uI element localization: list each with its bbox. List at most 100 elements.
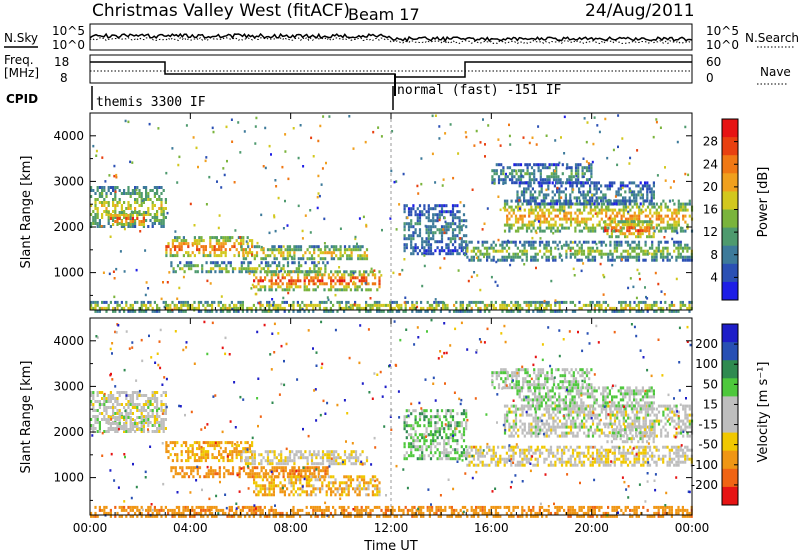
echo-cell (348, 257, 351, 261)
echo-cell (391, 309, 394, 313)
echo-cell (418, 216, 422, 220)
echo-cell (664, 246, 667, 250)
echo-cell (530, 166, 534, 170)
echo-cell (255, 309, 258, 313)
echo-cell (283, 484, 286, 488)
echo-cell (429, 249, 433, 253)
echo-cell (156, 309, 159, 313)
echo-cell (147, 511, 150, 515)
echo-cell (378, 282, 381, 286)
echo-cell (204, 508, 207, 512)
echo-cell (534, 258, 537, 262)
echo-cell (332, 459, 336, 463)
echo-cell (541, 202, 544, 206)
echo-cell (596, 246, 599, 250)
echo-cell (642, 249, 645, 253)
echo-cell (308, 450, 311, 454)
echo-cell (637, 193, 640, 197)
echo-cell (123, 189, 126, 192)
echo-cell (545, 208, 548, 212)
echo-cell (109, 186, 112, 189)
echo-cell (611, 184, 614, 188)
echo-cell (231, 456, 234, 460)
echo-cell (136, 428, 139, 431)
echo-cell (118, 222, 121, 225)
echo-cell (352, 147, 355, 150)
echo-cell (637, 223, 640, 227)
echo-cell (677, 202, 680, 206)
echo-cell (112, 403, 115, 406)
echo-cell (129, 216, 132, 219)
echo-cell (528, 223, 531, 227)
echo-cell (295, 248, 298, 252)
echo-cell (317, 254, 320, 258)
echo-cell (205, 475, 208, 479)
echo-cell (514, 240, 517, 244)
echo-cell (522, 169, 525, 173)
echo-cell (136, 217, 139, 220)
echo-cell (433, 300, 436, 304)
echo-cell (273, 261, 276, 265)
echo-cell (512, 255, 515, 259)
echo-cell (512, 211, 515, 215)
echo-cell (113, 174, 116, 178)
echo-cell (153, 222, 156, 225)
echo-cell (380, 303, 383, 307)
echo-cell (582, 181, 585, 185)
echo-cell (646, 226, 649, 230)
echo-cell (263, 505, 266, 509)
echo-cell (229, 264, 232, 268)
echo-cell (248, 306, 251, 310)
echo-cell (213, 245, 216, 249)
echo-cell (552, 223, 555, 227)
echo-cell (354, 288, 357, 292)
echo-cell (606, 187, 609, 191)
echo-cell (652, 196, 655, 200)
echo-cell (556, 190, 559, 194)
echo-cell (125, 419, 128, 422)
echo-cell (215, 242, 218, 246)
echo-cell (171, 459, 174, 463)
echo-cell (640, 309, 643, 313)
echo-cell (479, 141, 482, 144)
echo-cell (226, 453, 229, 457)
echo-cell (131, 406, 134, 409)
echo-cell (432, 237, 435, 241)
echo-cell (257, 505, 260, 509)
echo-cell (586, 201, 589, 204)
echo-cell (525, 249, 528, 253)
echo-cell (180, 459, 183, 463)
echo-cell (604, 196, 607, 200)
echo-cell (129, 422, 132, 425)
echo-cell (347, 475, 350, 479)
echo-cell (639, 196, 642, 200)
echo-cell (123, 270, 126, 273)
echo-cell (505, 303, 508, 307)
echo-cell (563, 115, 566, 119)
echo-cell (202, 514, 205, 518)
echo-cell (348, 245, 351, 249)
echo-cell (486, 207, 489, 210)
echo-cell (335, 459, 338, 463)
echo-cell (96, 514, 99, 518)
echo-cell (211, 511, 214, 515)
echo-cell (534, 229, 537, 233)
echo-cell (317, 466, 320, 470)
echo-cell (268, 288, 271, 292)
echo-cell (198, 441, 201, 445)
echo-cell (220, 254, 223, 258)
echo-cell (328, 450, 331, 454)
echo-cell (209, 270, 213, 274)
echo-cell (477, 300, 480, 304)
echo-cell (584, 181, 587, 185)
echo-cell (615, 249, 619, 253)
echo-cell (187, 475, 191, 479)
echo-cell (222, 303, 225, 307)
echo-cell (292, 309, 295, 313)
echo-cell (129, 428, 132, 431)
echo-cell (545, 188, 548, 192)
echo-cell (360, 475, 363, 479)
echo-cell (666, 252, 669, 256)
echo-cell (416, 222, 419, 226)
echo-cell (554, 309, 557, 313)
